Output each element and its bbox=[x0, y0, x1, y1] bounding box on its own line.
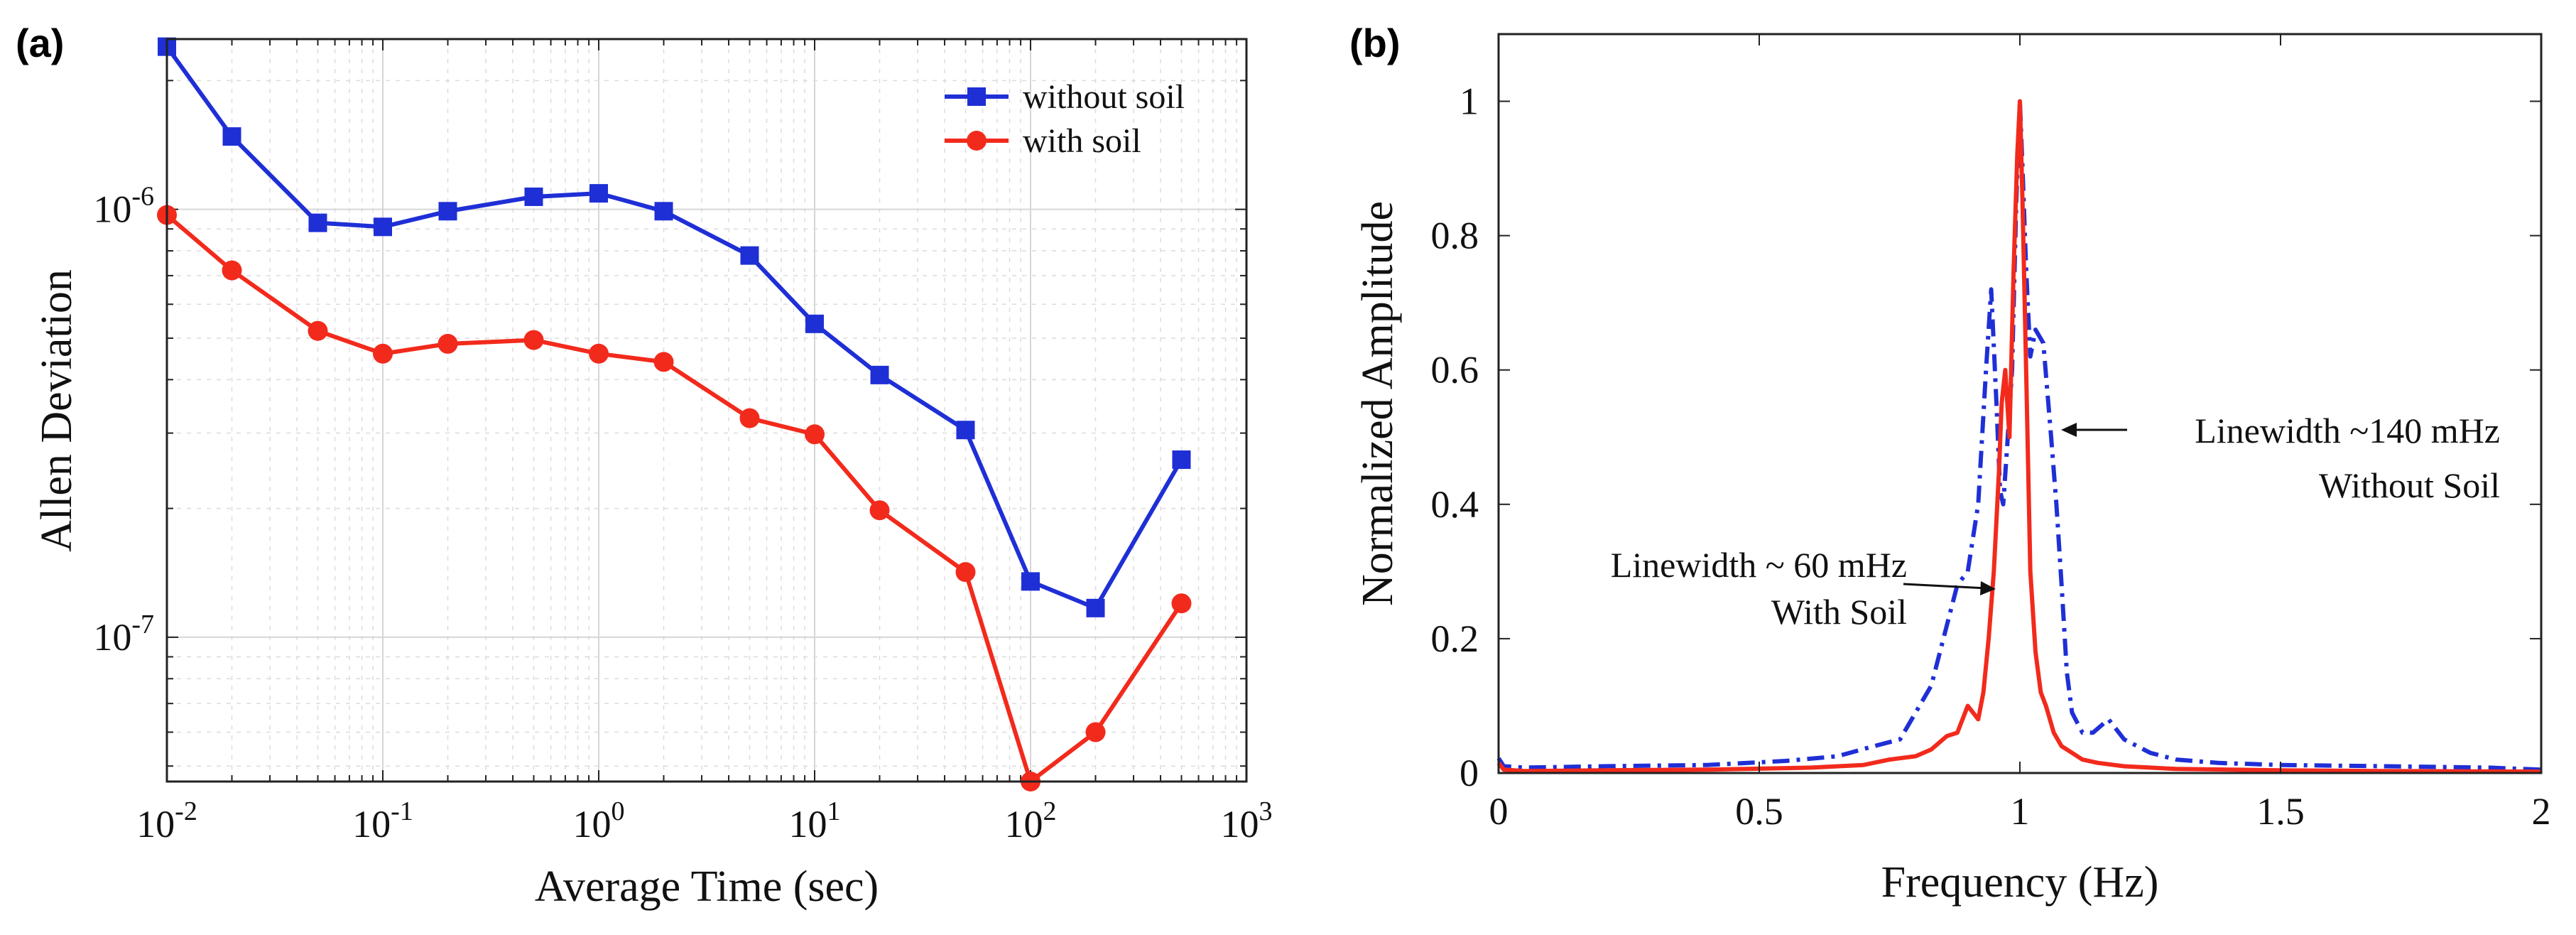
data-point-circle bbox=[523, 330, 544, 350]
data-point-square bbox=[1086, 598, 1105, 617]
annotation-line1-without-soil: Linewidth ~140 mHz bbox=[2195, 411, 2500, 450]
data-point-square bbox=[956, 421, 975, 440]
x-tick-label: 1 bbox=[2011, 790, 2030, 833]
panel-a-grid bbox=[166, 39, 1247, 782]
data-point-square bbox=[374, 217, 392, 237]
annotation-line1-with-soil: Linewidth ~ 60 mHz bbox=[1611, 545, 1907, 585]
panel-b-tick-marks bbox=[1498, 34, 2542, 774]
panel-a-allan-deviation-chart: (a) 10-2 10-1 100 101 102 103 10-6 10-7 Averag… bbox=[16, 21, 1273, 911]
panel-b-x-tick-labels: 0 0.5 1 1.5 2 bbox=[1489, 790, 2551, 833]
panel-b-y-tick-labels: 0 0.2 0.4 0.6 0.8 1 bbox=[1431, 80, 1479, 794]
data-point-circle bbox=[222, 260, 242, 281]
arrowhead-icon bbox=[1980, 581, 1996, 595]
data-point-square bbox=[222, 127, 241, 146]
y-tick-label: 0 bbox=[1460, 752, 1479, 794]
x-tick-label: 2 bbox=[2532, 790, 2551, 833]
data-point-circle bbox=[373, 343, 393, 364]
y-tick-label: 0.6 bbox=[1431, 349, 1479, 391]
x-tick-label: 0.5 bbox=[1735, 790, 1783, 833]
panel-b-y-axis-title: Normalized Amplitude bbox=[1354, 201, 1402, 606]
x-tick-label: 10-2 bbox=[136, 796, 197, 845]
data-point-square bbox=[1021, 572, 1040, 591]
data-point-circle bbox=[438, 333, 458, 354]
series-with-soil-spectrum bbox=[1496, 99, 2542, 774]
data-point-circle bbox=[955, 562, 976, 583]
data-point-square bbox=[740, 246, 759, 265]
annotation-line2-with-soil: With Soil bbox=[1771, 592, 1907, 632]
data-point-square bbox=[589, 184, 608, 203]
y-tick-label: 10-7 bbox=[93, 610, 154, 659]
x-tick-label: 101 bbox=[789, 796, 841, 845]
x-tick-label: 0 bbox=[1489, 790, 1509, 833]
data-point-square bbox=[438, 202, 457, 221]
x-tick-label: 10-1 bbox=[352, 796, 413, 845]
x-tick-label: 103 bbox=[1221, 796, 1273, 845]
y-tick-label: 0.4 bbox=[1431, 483, 1479, 526]
series-without-soil bbox=[158, 37, 1191, 617]
panel-a-legend: without soil with soil bbox=[945, 78, 1185, 160]
legend-label-with-soil: with soil bbox=[1023, 122, 1141, 160]
legend-marker-square bbox=[967, 87, 986, 106]
series-line bbox=[165, 213, 1183, 784]
annotation-without-soil: Linewidth ~140 mHz Without Soil bbox=[2061, 411, 2500, 505]
data-point-square bbox=[524, 187, 543, 206]
y-tick-label: 0.8 bbox=[1431, 215, 1479, 257]
panel-a-x-axis-title: Average Time (sec) bbox=[535, 863, 879, 911]
x-tick-label: 100 bbox=[573, 796, 625, 845]
data-point-square bbox=[1172, 450, 1191, 469]
panel-a-plot-frame bbox=[165, 38, 1248, 783]
annotation-line2-without-soil: Without Soil bbox=[2319, 465, 2500, 505]
panel-a-y-axis-title: Allen Deviation bbox=[33, 269, 81, 552]
data-point-circle bbox=[1171, 593, 1192, 614]
spectrum-line bbox=[1496, 99, 2542, 774]
data-point-circle bbox=[589, 343, 609, 364]
y-tick-label: 0.2 bbox=[1431, 617, 1479, 660]
panel-a-y-tick-labels: 10-6 10-7 bbox=[93, 182, 154, 659]
legend-label-without-soil: without soil bbox=[1023, 78, 1185, 116]
data-point-square bbox=[654, 202, 673, 221]
x-tick-label: 1.5 bbox=[2256, 790, 2305, 833]
annotation-arrow-with-soil bbox=[1903, 583, 1988, 590]
panel-b-label: (b) bbox=[1349, 21, 1401, 65]
data-point-circle bbox=[869, 500, 890, 521]
panel-a-x-tick-labels: 10-2 10-1 100 101 102 103 bbox=[136, 796, 1272, 845]
y-tick-label: 10-6 bbox=[93, 182, 154, 231]
data-point-circle bbox=[653, 352, 674, 372]
data-point-square bbox=[870, 365, 889, 384]
data-point-circle bbox=[805, 424, 825, 445]
legend-marker-circle bbox=[967, 131, 987, 151]
data-point-square bbox=[805, 314, 824, 333]
panel-a-label: (a) bbox=[16, 21, 64, 65]
arrowhead-icon bbox=[2061, 423, 2077, 437]
panel-b-x-axis-title: Frequency (Hz) bbox=[1881, 858, 2159, 907]
data-point-square bbox=[308, 213, 327, 232]
panel-b-spectrum-chart: (b) 0 0.5 1 1.5 2 0 0.2 0.4 0.6 0.8 1 Frequency (… bbox=[1349, 21, 2551, 907]
annotation-with-soil: Linewidth ~ 60 mHz With Soil bbox=[1611, 545, 1996, 632]
data-point-circle bbox=[308, 320, 328, 341]
x-tick-label: 102 bbox=[1005, 796, 1057, 845]
data-point-circle bbox=[739, 408, 760, 428]
data-point-circle bbox=[1085, 722, 1106, 742]
y-tick-label: 1 bbox=[1460, 80, 1479, 123]
